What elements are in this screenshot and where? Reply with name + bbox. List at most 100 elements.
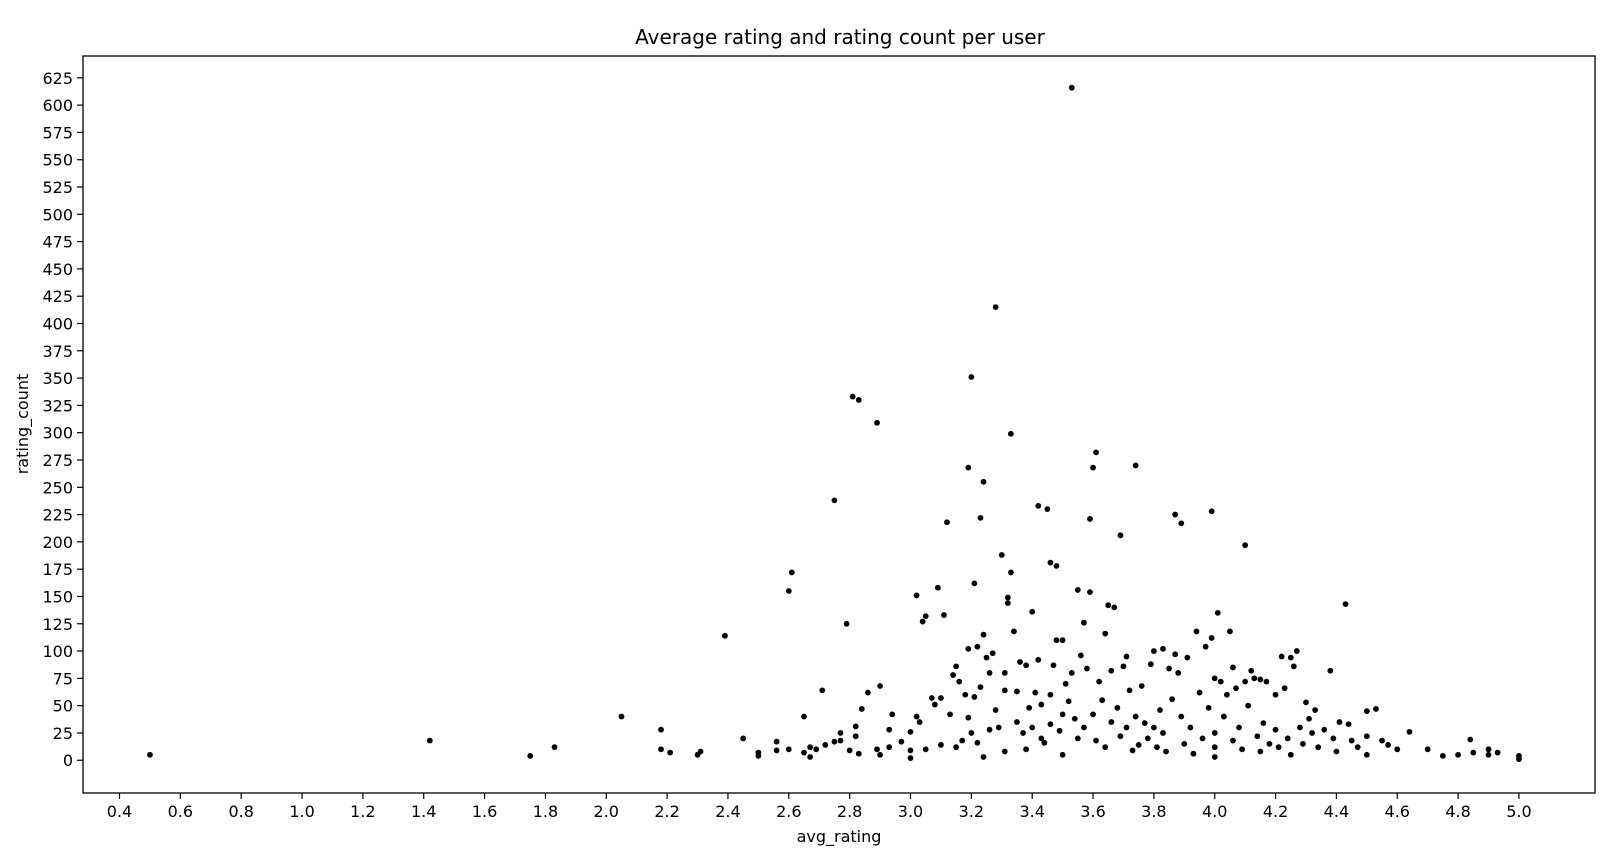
y-tick-label: 100 xyxy=(42,642,73,661)
data-point xyxy=(755,749,762,756)
data-point xyxy=(1050,662,1057,669)
data-point xyxy=(1242,542,1249,549)
x-tick-label: 2.4 xyxy=(715,802,740,821)
data-point xyxy=(889,711,896,718)
data-point xyxy=(785,588,792,594)
data-point xyxy=(1290,663,1297,670)
y-tick-label: 500 xyxy=(42,205,73,224)
y-tick-label: 50 xyxy=(53,697,73,716)
y-tick-label: 350 xyxy=(42,369,73,388)
data-point xyxy=(956,678,963,685)
x-tick-label: 1.8 xyxy=(533,802,558,821)
data-point xyxy=(1293,648,1300,654)
data-point xyxy=(1001,687,1008,694)
data-point xyxy=(886,744,893,751)
data-point xyxy=(1084,665,1090,672)
data-point xyxy=(1108,667,1115,674)
data-point xyxy=(950,672,956,678)
data-point xyxy=(1439,752,1446,759)
data-point xyxy=(1135,742,1142,748)
data-point xyxy=(1129,747,1136,754)
data-point xyxy=(919,618,926,625)
data-point xyxy=(1138,683,1145,689)
data-point xyxy=(922,746,929,753)
y-axis: 0 25 50 75 100 125 150 175 200 225 250 275 300 325 350… xyxy=(42,69,83,770)
data-point xyxy=(1306,715,1312,722)
x-tick-label: 4.8 xyxy=(1445,802,1470,821)
data-point xyxy=(658,746,664,753)
data-point xyxy=(944,519,950,526)
data-point xyxy=(1093,737,1099,744)
y-tick-label: 475 xyxy=(42,233,73,252)
data-point xyxy=(977,684,984,690)
data-point xyxy=(1123,653,1130,660)
data-point xyxy=(1178,713,1185,720)
data-point xyxy=(1373,706,1379,712)
data-point xyxy=(886,726,893,733)
data-point xyxy=(1074,587,1081,593)
data-point xyxy=(1071,715,1078,722)
data-point xyxy=(1141,720,1148,727)
x-tick-label: 5.0 xyxy=(1506,802,1531,821)
data-point xyxy=(1062,680,1069,687)
data-point xyxy=(974,643,981,650)
data-point xyxy=(1117,733,1124,740)
data-point xyxy=(788,569,795,576)
data-point xyxy=(1424,746,1431,753)
data-point xyxy=(426,737,433,744)
data-point xyxy=(1385,742,1392,748)
data-point xyxy=(1007,430,1014,437)
data-point xyxy=(1068,84,1075,91)
data-point xyxy=(1102,630,1109,637)
data-point xyxy=(977,514,984,521)
data-point xyxy=(1150,648,1157,654)
data-point xyxy=(822,742,829,748)
x-tick-label: 1.0 xyxy=(289,802,314,821)
data-point xyxy=(1379,737,1385,744)
data-point xyxy=(722,632,728,639)
data-point xyxy=(849,393,856,400)
data-point xyxy=(1336,719,1343,725)
data-point xyxy=(819,687,826,694)
data-point xyxy=(1102,744,1109,751)
data-point xyxy=(1321,726,1328,733)
data-point xyxy=(551,744,558,751)
data-point xyxy=(1227,628,1233,635)
data-point xyxy=(1208,508,1215,515)
x-tick-label: 3.2 xyxy=(959,802,984,821)
data-point xyxy=(1272,691,1279,698)
data-point xyxy=(1026,704,1033,711)
data-point xyxy=(986,669,993,676)
data-point xyxy=(1208,635,1215,641)
data-point xyxy=(1312,707,1319,713)
data-point xyxy=(898,738,905,745)
data-point xyxy=(1187,724,1194,731)
data-point xyxy=(968,730,975,736)
data-point xyxy=(877,751,883,758)
data-point xyxy=(1001,748,1008,755)
data-points xyxy=(147,84,1522,763)
data-point xyxy=(1166,665,1172,672)
data-point xyxy=(831,738,838,745)
data-point xyxy=(959,737,966,744)
data-point xyxy=(801,749,807,756)
data-point xyxy=(965,645,972,652)
data-point xyxy=(907,747,914,754)
data-point xyxy=(992,707,999,713)
data-point xyxy=(998,552,1005,558)
data-point xyxy=(1108,719,1115,725)
data-point xyxy=(1245,702,1252,709)
data-point xyxy=(855,750,862,757)
x-tick-label: 1.6 xyxy=(472,802,497,821)
data-point xyxy=(837,730,844,736)
data-point xyxy=(1120,663,1127,670)
data-point xyxy=(1281,685,1288,692)
data-point xyxy=(953,663,960,670)
data-point xyxy=(1342,601,1349,608)
data-point xyxy=(1032,689,1039,696)
data-point xyxy=(1074,735,1081,742)
data-point xyxy=(947,711,953,718)
x-tick-label: 0.6 xyxy=(168,802,193,821)
data-point xyxy=(1242,678,1249,685)
